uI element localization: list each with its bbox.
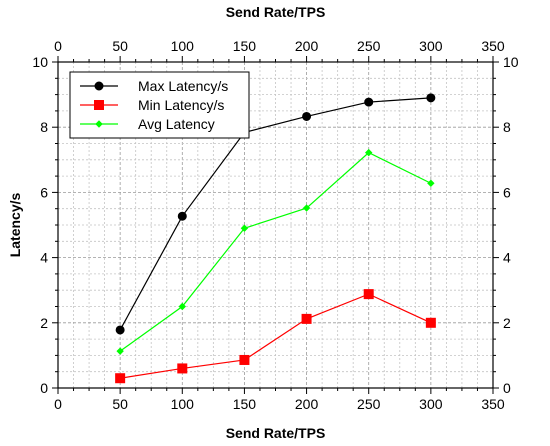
y-tick-label-right: 0 <box>503 380 511 396</box>
data-point <box>177 363 188 374</box>
x-tick-label: 300 <box>419 396 443 412</box>
data-point <box>302 204 311 212</box>
x-tick-label: 100 <box>171 396 195 412</box>
data-point <box>427 179 435 187</box>
x-tick-label-top: 50 <box>112 38 128 54</box>
y-tick-label: 2 <box>40 315 48 331</box>
series-line <box>120 293 432 379</box>
x-tick-label-top: 350 <box>481 38 505 54</box>
data-point <box>115 325 125 335</box>
legend-label: Avg Latency <box>138 116 215 132</box>
x-axis-title: Send Rate/TPS <box>226 425 326 441</box>
data-point <box>116 347 124 355</box>
x-tick-label: 250 <box>357 396 381 412</box>
x-tick-label: 350 <box>481 396 505 412</box>
x-axis-title-top: Send Rate/TPS <box>226 4 326 20</box>
axis-ticks <box>52 56 499 394</box>
x-tick-label: 50 <box>112 396 128 412</box>
x-tick-label-top: 300 <box>419 38 443 54</box>
data-point <box>178 302 186 311</box>
series-2 <box>116 148 435 355</box>
data-point <box>364 97 374 107</box>
data-point <box>177 211 187 221</box>
y-tick-label-right: 10 <box>503 54 519 70</box>
tick-labels: 0050501001001501502002002502503003003503… <box>32 38 518 412</box>
x-tick-label-top: 100 <box>171 38 195 54</box>
legend-label: Min Latency/s <box>138 97 224 113</box>
legend-label: Max Latency/s <box>138 78 228 94</box>
series-line <box>119 97 431 331</box>
y-tick-label: 8 <box>40 119 48 135</box>
y-tick-label-right: 6 <box>503 184 511 200</box>
series-1 <box>115 289 436 384</box>
y-tick-label: 4 <box>40 250 48 266</box>
y-axis-title: Latency/s <box>7 192 23 257</box>
series-line <box>119 151 432 352</box>
data-point <box>240 224 249 232</box>
x-tick-label-top: 200 <box>295 38 319 54</box>
data-point <box>365 148 373 157</box>
y-tick-label: 0 <box>40 380 48 396</box>
data-point <box>301 313 312 324</box>
y-tick-label-right: 8 <box>503 119 511 135</box>
x-tick-label: 200 <box>295 396 319 412</box>
legend-swatch-marker <box>94 81 104 91</box>
x-tick-label-top: 0 <box>54 38 62 54</box>
data-point <box>239 354 250 365</box>
data-point <box>425 317 436 328</box>
data-point <box>363 289 374 300</box>
x-tick-label: 0 <box>54 396 62 412</box>
y-tick-label-right: 2 <box>503 315 511 331</box>
legend-swatch-marker <box>95 120 103 128</box>
legend: Max Latency/s Min Latency/s Avg Latency <box>69 71 250 139</box>
x-tick-label: 150 <box>233 396 257 412</box>
y-tick-label: 10 <box>32 54 48 70</box>
legend-swatch-marker <box>94 100 104 110</box>
data-point <box>426 93 436 103</box>
data-point <box>115 373 126 384</box>
y-tick-label: 6 <box>40 184 48 200</box>
x-tick-label-top: 250 <box>357 38 381 54</box>
data-point <box>302 111 312 121</box>
x-tick-label-top: 150 <box>233 38 257 54</box>
y-tick-label-right: 4 <box>503 250 511 266</box>
